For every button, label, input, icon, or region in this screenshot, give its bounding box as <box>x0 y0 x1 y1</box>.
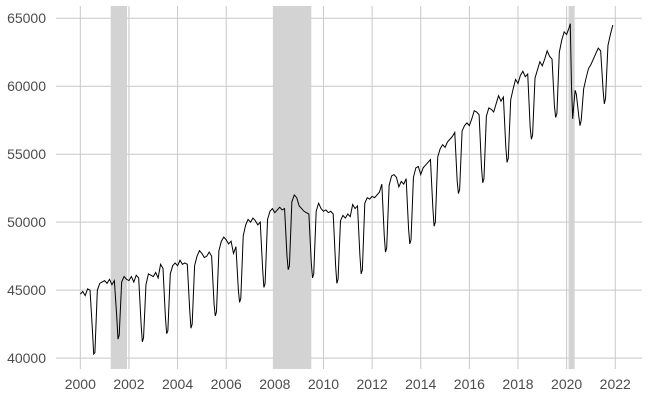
y-tick-label-50000: 50000 <box>7 214 46 230</box>
y-axis-tick-labels: 40000 45000 50000 55000 60000 65000 <box>7 10 46 366</box>
x-tick-label-2006: 2006 <box>211 376 242 392</box>
x-tick-label-2018: 2018 <box>502 376 533 392</box>
x-tick-label-2000: 2000 <box>65 376 96 392</box>
x-tick-label-2016: 2016 <box>454 376 485 392</box>
y-tick-label-40000: 40000 <box>7 350 46 366</box>
x-tick-label-2020: 2020 <box>551 376 582 392</box>
x-tick-label-2008: 2008 <box>259 376 290 392</box>
y-tick-label-55000: 55000 <box>7 146 46 162</box>
x-tick-label-2010: 2010 <box>308 376 339 392</box>
shaded-period-1 <box>110 6 128 369</box>
grid <box>56 6 642 369</box>
y-tick-label-45000: 45000 <box>7 282 46 298</box>
x-tick-label-2012: 2012 <box>357 376 388 392</box>
x-tick-label-2014: 2014 <box>405 376 436 392</box>
series-line-group <box>79 23 614 356</box>
x-tick-label-2002: 2002 <box>113 376 144 392</box>
x-tick-label-2022: 2022 <box>600 376 631 392</box>
y-tick-label-60000: 60000 <box>7 78 46 94</box>
series-line-1 <box>79 23 614 356</box>
y-tick-label-65000: 65000 <box>7 10 46 26</box>
x-axis-tick-labels: 2000 2002 2004 2006 2008 2010 2012 2014 2016 2018… <box>65 376 631 392</box>
x-tick-label-2004: 2004 <box>162 376 193 392</box>
shaded-period-3 <box>568 6 575 369</box>
shaded-periods <box>110 6 575 369</box>
shaded-period-2 <box>272 6 312 369</box>
